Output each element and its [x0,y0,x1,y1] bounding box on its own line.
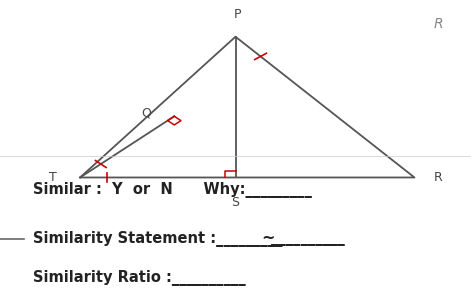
Text: Q: Q [141,107,151,120]
Text: T: T [49,171,57,184]
Text: ~: ~ [261,231,275,246]
Text: S: S [232,196,239,209]
Text: R: R [433,171,442,184]
Text: R: R [433,17,443,32]
Text: Similarity Statement :_________: Similarity Statement :_________ [33,231,283,247]
Text: Similar :  Y  or  N      Why:_________: Similar : Y or N Why:_________ [33,182,312,198]
Text: Similarity Ratio :__________: Similarity Ratio :__________ [33,271,245,286]
Text: P: P [234,9,242,21]
Text: __________: __________ [271,231,345,246]
